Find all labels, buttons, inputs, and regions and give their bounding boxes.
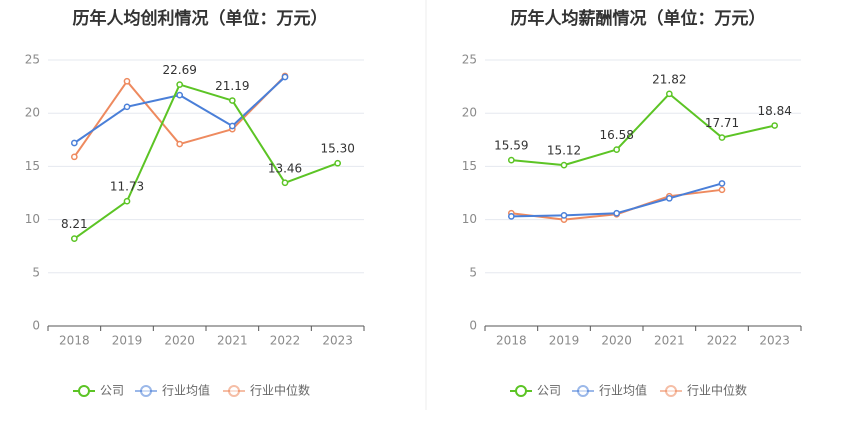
y-tick-label: 15 [462, 159, 477, 173]
x-tick-label: 2022 [707, 334, 738, 348]
legend-label-avg[interactable]: 行业均值 [599, 383, 647, 398]
x-tick-label: 2021 [654, 334, 685, 348]
data-point-company [334, 159, 342, 167]
data-point-company [613, 146, 621, 153]
x-tick-label: 2019 [549, 334, 580, 348]
data-label-company: 15.30 [320, 142, 354, 156]
legend-marker-company[interactable] [78, 385, 90, 397]
x-tick-label: 2018 [496, 334, 527, 348]
y-tick-label: 10 [25, 212, 40, 226]
data-point-company [176, 81, 184, 88]
data-point-company [70, 235, 78, 242]
data-point-median [123, 77, 131, 85]
data-label-company: 21.82 [652, 72, 686, 86]
y-tick-label: 5 [469, 265, 477, 279]
legend-marker-company[interactable] [515, 385, 527, 397]
x-tick-label: 2023 [759, 334, 790, 348]
data-label-company: 22.69 [162, 63, 196, 77]
y-tick-label: 15 [25, 159, 40, 173]
y-tick-label: 5 [32, 265, 40, 279]
legend-label-median[interactable]: 行业中位数 [250, 383, 310, 398]
legend-label-company[interactable]: 公司 [100, 384, 124, 398]
data-point-avg [507, 213, 515, 220]
data-label-company: 16.58 [599, 128, 633, 142]
data-point-company [123, 197, 131, 205]
legend-marker-median[interactable] [228, 385, 240, 397]
x-tick-label: 2023 [322, 334, 353, 348]
data-point-company [665, 90, 673, 98]
data-point-avg [560, 211, 568, 219]
legend-marker-avg[interactable] [577, 385, 589, 397]
data-label-company: 11.73 [110, 180, 144, 194]
data-label-company: 13.46 [268, 161, 302, 175]
y-tick-label: 10 [462, 212, 477, 226]
data-label-company: 18.84 [757, 104, 791, 118]
data-point-median [70, 153, 78, 161]
chart-title: 历年人均创利情况（单位：万元） [73, 8, 328, 29]
y-tick-label: 25 [25, 53, 40, 67]
data-point-company [718, 134, 726, 141]
chart-title: 历年人均薪酬情况（单位：万元） [511, 8, 766, 29]
legend-marker-median[interactable] [665, 385, 677, 397]
y-tick-label: 25 [462, 53, 477, 67]
x-tick-label: 2020 [164, 334, 195, 348]
data-point-avg [665, 194, 673, 202]
data-point-company [507, 156, 515, 164]
data-point-avg [176, 91, 184, 99]
data-label-company: 17.71 [705, 116, 739, 130]
x-tick-label: 2020 [601, 334, 632, 348]
y-tick-label: 0 [32, 319, 40, 333]
legend-label-median[interactable]: 行业中位数 [687, 383, 747, 398]
data-point-avg [123, 103, 131, 111]
y-tick-label: 0 [469, 319, 477, 333]
data-label-company: 8.21 [61, 217, 88, 231]
data-point-company [560, 161, 568, 169]
data-point-avg [281, 73, 289, 81]
y-tick-label: 20 [462, 106, 477, 120]
data-label-company: 15.59 [494, 139, 528, 153]
legend-marker-avg[interactable] [140, 385, 152, 397]
data-point-median [718, 186, 726, 194]
series-line-company [511, 92, 775, 167]
data-point-avg [228, 122, 236, 130]
y-tick-label: 20 [25, 106, 40, 120]
data-point-avg [718, 180, 726, 187]
legend-label-company[interactable]: 公司 [537, 384, 561, 398]
x-tick-label: 2021 [217, 334, 248, 348]
x-tick-label: 2019 [112, 334, 143, 348]
data-point-company [771, 122, 779, 129]
data-label-company: 21.19 [215, 79, 249, 93]
x-tick-label: 2018 [59, 334, 90, 348]
legend-label-avg[interactable]: 行业均值 [162, 383, 210, 398]
data-label-company: 15.12 [547, 144, 581, 158]
data-point-avg [70, 139, 78, 147]
data-point-avg [613, 209, 621, 217]
data-point-median [176, 140, 184, 148]
data-point-company [281, 179, 289, 187]
data-point-company [228, 97, 236, 104]
series-line-company [73, 83, 339, 240]
x-tick-label: 2022 [270, 334, 301, 348]
